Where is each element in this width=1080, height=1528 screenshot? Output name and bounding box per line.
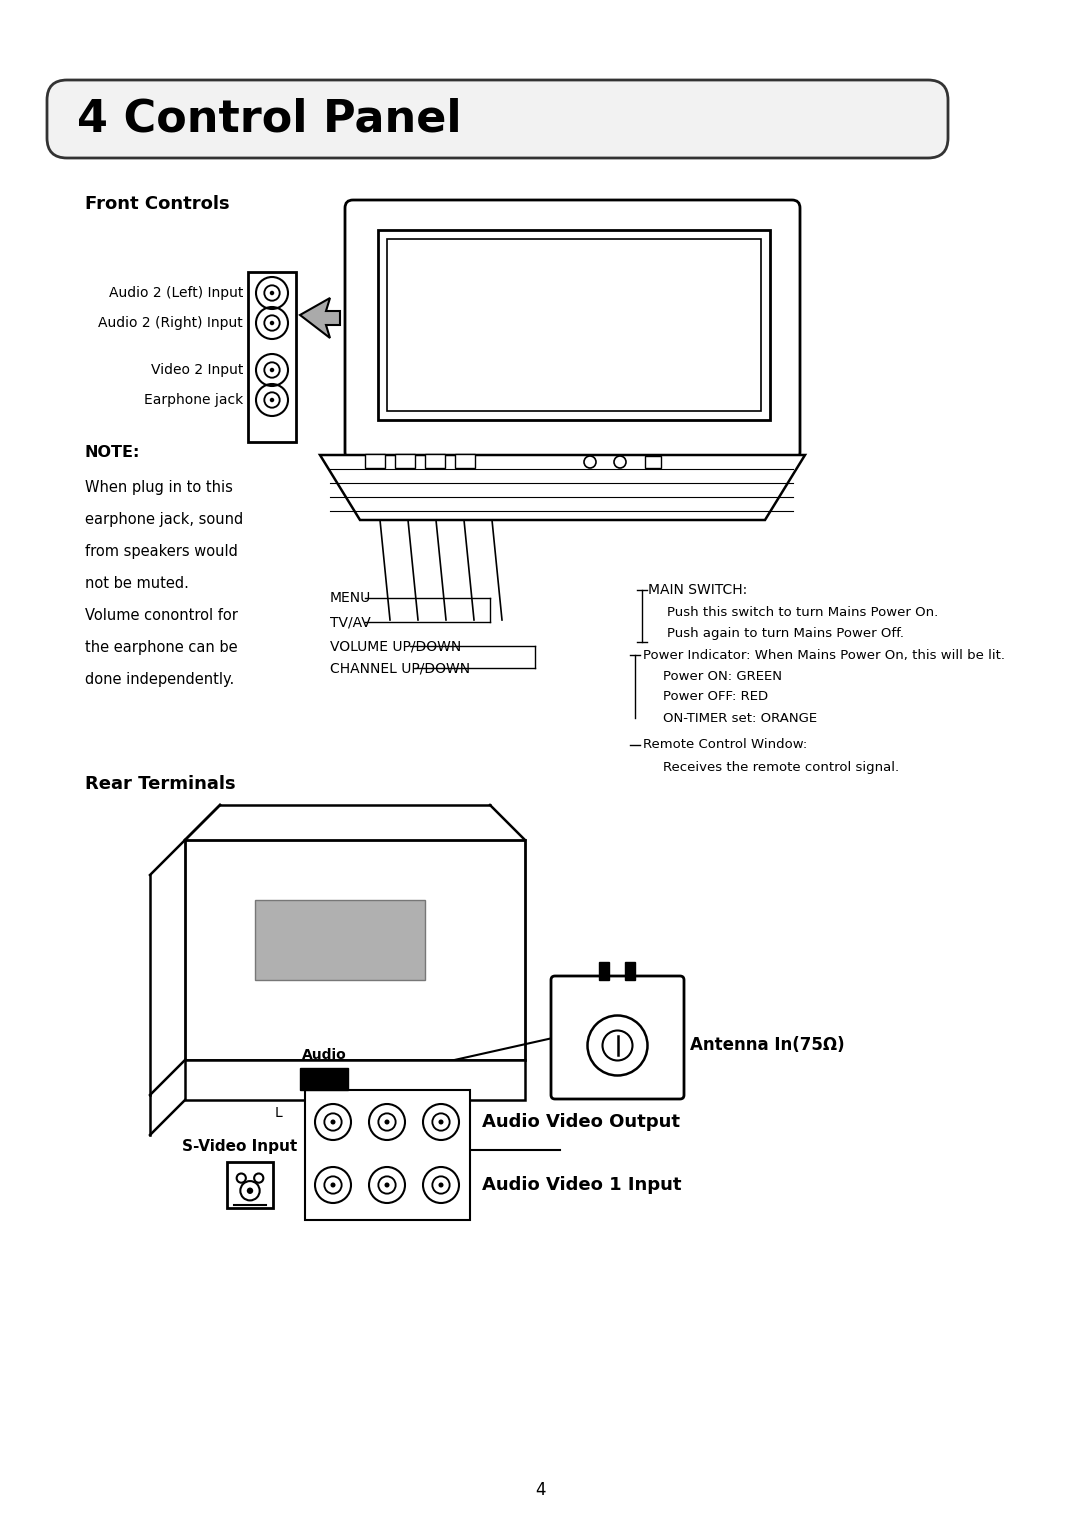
- FancyBboxPatch shape: [48, 79, 948, 157]
- Text: Power OFF: RED: Power OFF: RED: [663, 691, 768, 703]
- Text: CHANNEL UP/DOWN: CHANNEL UP/DOWN: [330, 662, 470, 675]
- Text: Power Indicator: When Mains Power On, this will be lit.: Power Indicator: When Mains Power On, th…: [643, 648, 1005, 662]
- FancyBboxPatch shape: [551, 976, 684, 1099]
- Bar: [227, 1161, 273, 1209]
- Text: earphone jack, sound: earphone jack, sound: [85, 512, 243, 527]
- Text: TV/AV: TV/AV: [330, 614, 370, 630]
- Text: L(Mono): L(Mono): [308, 1151, 359, 1163]
- Text: 4: 4: [535, 1481, 545, 1499]
- FancyBboxPatch shape: [345, 200, 800, 460]
- Circle shape: [270, 321, 274, 325]
- Text: When plug in to this: When plug in to this: [85, 480, 233, 495]
- Text: from speakers would: from speakers would: [85, 544, 238, 559]
- Circle shape: [330, 1183, 336, 1187]
- Bar: [185, 840, 525, 1060]
- Text: Earphone jack: Earphone jack: [144, 393, 243, 406]
- Circle shape: [270, 397, 274, 402]
- Text: not be muted.: not be muted.: [85, 576, 189, 591]
- Text: Audio 2 (Left) Input: Audio 2 (Left) Input: [109, 286, 243, 299]
- Text: Push this switch to turn Mains Power On.: Push this switch to turn Mains Power On.: [667, 605, 939, 619]
- Bar: [426, 454, 445, 468]
- Bar: [395, 454, 415, 468]
- Polygon shape: [300, 298, 340, 338]
- Text: R: R: [320, 1106, 328, 1120]
- Text: Antenna In(75Ω): Antenna In(75Ω): [690, 1036, 845, 1054]
- Bar: [625, 963, 635, 979]
- Text: the earphone can be: the earphone can be: [85, 640, 238, 656]
- Text: Audio Video Output: Audio Video Output: [482, 1112, 680, 1131]
- Text: MENU: MENU: [330, 591, 372, 605]
- Text: Video 2 Input: Video 2 Input: [150, 364, 243, 377]
- Text: Video: Video: [423, 1151, 459, 1163]
- Circle shape: [438, 1120, 444, 1125]
- Text: S-Video Input: S-Video Input: [183, 1140, 298, 1155]
- Circle shape: [330, 1120, 336, 1125]
- Text: VOLUME UP/DOWN: VOLUME UP/DOWN: [330, 639, 461, 652]
- Text: 4 Control Panel: 4 Control Panel: [77, 98, 461, 141]
- Bar: [185, 1060, 525, 1100]
- Text: Receives the remote control signal.: Receives the remote control signal.: [663, 761, 900, 773]
- Circle shape: [384, 1120, 390, 1125]
- Text: MAIN SWITCH:: MAIN SWITCH:: [648, 584, 747, 597]
- Text: R: R: [382, 1151, 391, 1163]
- Bar: [378, 231, 770, 420]
- Bar: [305, 1089, 470, 1219]
- Text: ON-TIMER set: ORANGE: ON-TIMER set: ORANGE: [663, 712, 818, 724]
- Bar: [300, 1068, 348, 1089]
- Text: NOTE:: NOTE:: [85, 445, 140, 460]
- Polygon shape: [320, 455, 805, 520]
- Text: Video: Video: [351, 1106, 390, 1120]
- Text: Volume conontrol for: Volume conontrol for: [85, 608, 238, 623]
- Circle shape: [384, 1183, 390, 1187]
- Bar: [387, 238, 761, 411]
- Text: Power ON: GREEN: Power ON: GREEN: [663, 669, 782, 683]
- Text: Audio: Audio: [301, 1048, 347, 1062]
- Bar: [599, 963, 609, 979]
- Circle shape: [438, 1183, 444, 1187]
- Text: Remote Control Window:: Remote Control Window:: [643, 738, 807, 752]
- Text: Audio Video 1 Input: Audio Video 1 Input: [482, 1177, 681, 1193]
- Text: Rear Terminals: Rear Terminals: [85, 775, 235, 793]
- Circle shape: [270, 290, 274, 295]
- Text: Push again to turn Mains Power Off.: Push again to turn Mains Power Off.: [667, 628, 904, 640]
- Bar: [255, 900, 426, 979]
- Text: L: L: [274, 1106, 282, 1120]
- Bar: [455, 454, 475, 468]
- Bar: [645, 455, 661, 468]
- Bar: [248, 272, 296, 442]
- Text: done independently.: done independently.: [85, 672, 234, 688]
- Circle shape: [270, 368, 274, 373]
- Text: Audio 2 (Right) Input: Audio 2 (Right) Input: [98, 316, 243, 330]
- Circle shape: [246, 1187, 253, 1193]
- Text: Front Controls: Front Controls: [85, 196, 230, 212]
- Bar: [365, 454, 384, 468]
